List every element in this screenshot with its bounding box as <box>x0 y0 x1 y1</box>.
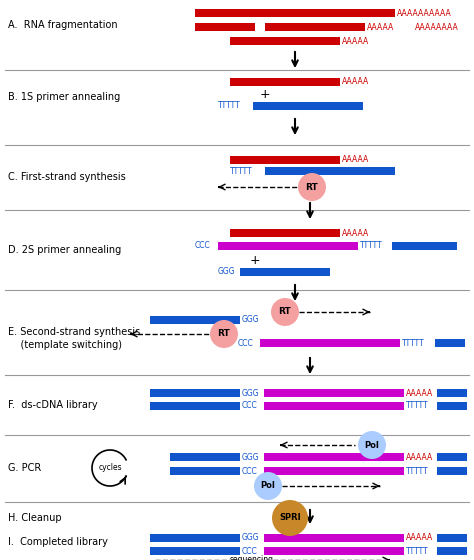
Text: RT: RT <box>279 307 292 316</box>
Circle shape <box>254 472 282 500</box>
Text: (template switching): (template switching) <box>8 340 122 350</box>
Text: CCC: CCC <box>242 466 258 475</box>
Text: G. PCR: G. PCR <box>8 463 41 473</box>
Text: Pol: Pol <box>365 441 380 450</box>
Text: C. First-strand synthesis: C. First-strand synthesis <box>8 172 126 182</box>
Bar <box>150 547 240 555</box>
Bar <box>437 453 467 461</box>
Text: Pol: Pol <box>261 482 275 491</box>
Bar <box>218 242 358 250</box>
Bar <box>230 37 340 45</box>
Text: RT: RT <box>218 329 230 338</box>
Text: +: + <box>250 254 260 267</box>
Bar <box>264 467 404 475</box>
Bar <box>392 242 457 250</box>
Text: I.  Completed library: I. Completed library <box>8 537 108 547</box>
Bar <box>264 402 404 410</box>
Circle shape <box>210 320 238 348</box>
Text: A.  RNA fragmentation: A. RNA fragmentation <box>8 20 118 30</box>
Bar <box>150 389 240 397</box>
Text: AAAAA: AAAAA <box>406 389 433 398</box>
Text: TTTTT: TTTTT <box>406 547 428 556</box>
Bar <box>230 229 340 237</box>
Bar <box>265 167 395 175</box>
Bar <box>230 78 340 86</box>
Bar <box>240 268 330 276</box>
Bar <box>150 316 240 324</box>
Text: TTTTT: TTTTT <box>218 101 241 110</box>
Bar <box>170 467 240 475</box>
Bar <box>150 402 240 410</box>
Text: +: + <box>260 87 270 100</box>
Text: AAAAA: AAAAA <box>342 36 369 45</box>
Bar <box>264 547 404 555</box>
Bar <box>437 534 467 542</box>
Text: AAAAA: AAAAA <box>342 228 369 237</box>
Bar <box>195 23 255 31</box>
Text: TTTTT: TTTTT <box>360 241 383 250</box>
Text: TTTTT: TTTTT <box>230 166 253 175</box>
Text: B. 1S primer annealing: B. 1S primer annealing <box>8 92 120 102</box>
Bar <box>437 467 467 475</box>
Text: GGG: GGG <box>242 534 260 543</box>
Text: sequencing: sequencing <box>230 556 274 560</box>
Circle shape <box>358 431 386 459</box>
Bar <box>264 389 404 397</box>
Bar <box>437 402 467 410</box>
Bar <box>437 547 467 555</box>
Text: CCC: CCC <box>242 547 258 556</box>
Text: AAAAAAAA: AAAAAAAA <box>415 22 459 31</box>
Text: AAAAA: AAAAA <box>406 452 433 461</box>
Text: SPRI: SPRI <box>279 514 301 522</box>
Bar <box>170 453 240 461</box>
Text: GGG: GGG <box>242 452 260 461</box>
Text: D. 2S primer annealing: D. 2S primer annealing <box>8 245 121 255</box>
Text: TTTTT: TTTTT <box>406 466 428 475</box>
Text: CCC: CCC <box>242 402 258 410</box>
Bar <box>195 9 395 17</box>
Text: RT: RT <box>306 183 319 192</box>
Bar <box>150 534 240 542</box>
Bar <box>264 453 404 461</box>
Bar <box>264 534 404 542</box>
Bar <box>230 156 340 164</box>
Circle shape <box>272 500 308 536</box>
Bar <box>265 23 365 31</box>
Text: GGG: GGG <box>242 315 260 324</box>
Text: AAAAA: AAAAA <box>367 22 394 31</box>
Text: F.  ds-cDNA library: F. ds-cDNA library <box>8 400 98 410</box>
Text: AAAAA: AAAAA <box>342 156 369 165</box>
Text: cycles: cycles <box>98 464 122 473</box>
Text: H. Cleanup: H. Cleanup <box>8 513 62 523</box>
Text: CCC: CCC <box>195 241 211 250</box>
Circle shape <box>271 298 299 326</box>
Circle shape <box>298 173 326 201</box>
Text: TTTTT: TTTTT <box>402 338 425 348</box>
Text: AAAAA: AAAAA <box>342 77 369 86</box>
Text: E. Second-strand synthesis: E. Second-strand synthesis <box>8 327 140 337</box>
Text: AAAAA: AAAAA <box>406 534 433 543</box>
Bar <box>437 389 467 397</box>
Bar <box>260 339 400 347</box>
Bar <box>253 102 363 110</box>
Text: GGG: GGG <box>242 389 260 398</box>
Text: AAAAAAAAAA: AAAAAAAAAA <box>397 8 452 17</box>
Bar <box>435 339 465 347</box>
Text: GGG: GGG <box>218 268 236 277</box>
Text: TTTTT: TTTTT <box>406 402 428 410</box>
Text: CCC: CCC <box>238 338 254 348</box>
